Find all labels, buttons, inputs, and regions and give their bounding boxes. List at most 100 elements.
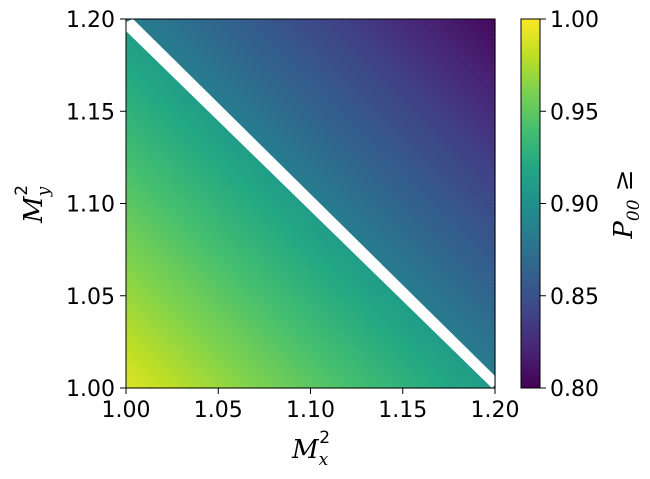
heatmap-cell — [178, 371, 183, 377]
heatmap-cell — [274, 199, 280, 205]
heatmap-cell — [298, 159, 304, 164]
heatmap-cell — [138, 83, 143, 88]
heatmap-cell — [202, 271, 207, 277]
heatmap-cell — [158, 319, 163, 325]
heatmap-cell — [226, 371, 231, 377]
heatmap-cell — [338, 315, 344, 321]
heatmap-cell — [322, 143, 328, 148]
heatmap-cell — [134, 307, 139, 313]
heatmap-cell — [234, 171, 239, 177]
heatmap-cell — [226, 175, 231, 181]
heatmap-cell — [142, 327, 147, 333]
heatmap-cell — [146, 99, 151, 104]
heatmap-cell — [314, 103, 320, 108]
heatmap-cell — [314, 39, 320, 44]
heatmap-cell — [270, 291, 275, 297]
heatmap-cell — [306, 355, 312, 361]
heatmap-cell — [202, 383, 207, 389]
heatmap-cell — [262, 319, 267, 325]
heatmap-cell — [134, 299, 139, 305]
heatmap-cell — [298, 75, 304, 80]
heatmap-cell — [162, 131, 167, 136]
heatmap-cell — [310, 119, 316, 124]
heatmap-cell — [242, 39, 247, 44]
heatmap-cell — [278, 35, 284, 40]
heatmap-cell — [126, 135, 131, 140]
heatmap-cell — [166, 223, 171, 229]
heatmap-cell — [334, 283, 340, 289]
heatmap-cell — [206, 51, 211, 56]
heatmap-cell — [286, 351, 292, 357]
heatmap-cell — [322, 307, 328, 313]
heatmap-cell — [306, 123, 312, 128]
heatmap-cell — [158, 335, 163, 341]
heatmap-cell — [174, 347, 179, 353]
heatmap-cell — [326, 375, 332, 381]
heatmap-cell — [174, 191, 179, 197]
heatmap-cell — [230, 263, 235, 269]
heatmap-cell — [150, 335, 155, 341]
heatmap-cell — [290, 251, 296, 257]
heatmap-cell — [306, 27, 312, 32]
heatmap-cell — [170, 167, 175, 173]
heatmap-cell — [282, 59, 288, 64]
heatmap-cell — [162, 123, 167, 128]
heatmap-cell — [234, 59, 239, 64]
heatmap-cell — [126, 35, 131, 40]
heatmap-cell — [302, 279, 308, 285]
heatmap-cell — [334, 63, 340, 68]
heatmap-cell — [218, 67, 223, 72]
heatmap-cell — [326, 267, 332, 273]
heatmap-cell — [162, 207, 167, 213]
heatmap-cell — [166, 71, 171, 76]
heatmap-cell — [290, 107, 296, 112]
heatmap-cell — [142, 55, 147, 60]
heatmap-cell — [298, 295, 304, 301]
heatmap-cell — [138, 183, 143, 189]
heatmap-cell — [226, 355, 231, 361]
heatmap-cell — [294, 243, 300, 249]
heatmap-cell — [282, 303, 288, 309]
heatmap-cell — [314, 295, 320, 301]
heatmap-cell — [326, 103, 332, 108]
heatmap-cell — [202, 239, 207, 245]
heatmap-cell — [218, 59, 223, 64]
heatmap-cell — [226, 39, 231, 44]
heatmap-cell — [166, 331, 171, 337]
heatmap-cell — [162, 259, 167, 265]
heatmap-cell — [266, 311, 271, 317]
heatmap-cell — [278, 187, 284, 193]
heatmap-cell — [258, 279, 263, 285]
heatmap-cell — [206, 307, 211, 313]
heatmap-cell — [322, 315, 328, 321]
heatmap-cell — [170, 271, 175, 277]
heatmap-cell — [298, 171, 304, 177]
heatmap-cell — [290, 343, 296, 349]
heatmap-cell — [278, 307, 284, 313]
heatmap-cell — [174, 199, 179, 205]
heatmap-cell — [218, 347, 223, 353]
heatmap-cell — [166, 359, 171, 365]
heatmap-cell — [146, 195, 151, 201]
heatmap-cell — [286, 323, 292, 329]
heatmap-cell — [302, 275, 308, 281]
heatmap-cell — [166, 147, 171, 152]
heatmap-cell — [146, 323, 151, 329]
heatmap-cell — [182, 119, 187, 124]
heatmap-cell — [130, 47, 135, 52]
heatmap-cell — [186, 179, 191, 185]
heatmap-cell — [210, 303, 215, 309]
heatmap-cell — [254, 43, 259, 48]
heatmap-cell — [246, 31, 251, 36]
heatmap-cell — [294, 207, 300, 213]
heatmap-cell — [194, 35, 199, 40]
heatmap-cell — [222, 323, 227, 329]
heatmap-cell — [146, 103, 151, 108]
heatmap-cell — [202, 299, 207, 305]
heatmap-cell — [202, 123, 207, 128]
heatmap-cell — [258, 299, 263, 305]
heatmap-cell — [246, 163, 251, 168]
heatmap-cell — [126, 31, 131, 36]
heatmap-cell — [274, 151, 280, 156]
heatmap-cell — [278, 263, 284, 269]
